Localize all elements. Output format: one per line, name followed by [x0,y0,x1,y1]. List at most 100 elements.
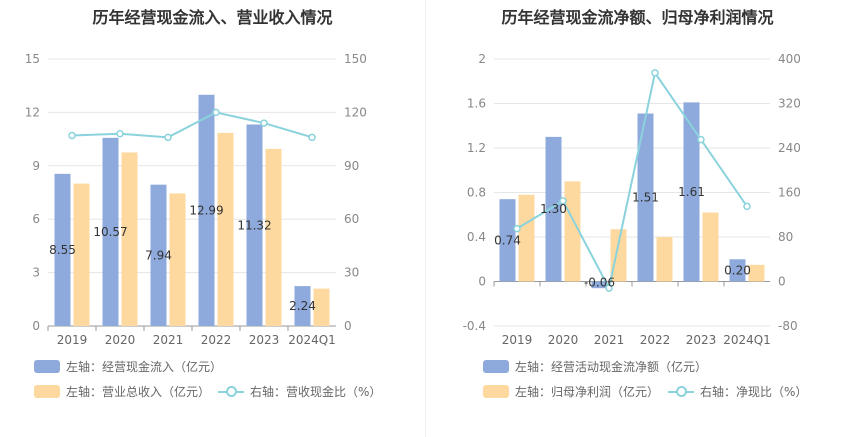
legend-left-item3[interactable]: 右轴：营收现金比（%） [218,383,381,400]
line-series [71,111,313,139]
legend-right-item1-label: 左轴：经营活动现金流净额（亿元） [515,360,708,374]
bar-data-label: 1.30 [540,202,567,216]
right-axis-tick-label: 150 [344,52,367,66]
legend-left-item2-label: 左轴：营业总收入（亿元） [66,385,211,399]
x-axis-category-label: 2020 [105,333,136,347]
line-point [68,131,76,140]
bar-series1 [545,136,562,282]
bar-series2 [564,181,581,282]
legend-left-item3-label: 右轴：营收现金比（%） [250,385,382,399]
x-axis-category-label: 2024Q1 [723,333,771,347]
right-chart-title: 历年经营现金流净额、归母净利润情况 [501,8,774,27]
legend-right-item2-label: 左轴：归母净利润（亿元） [515,385,660,399]
left-axis-tick-label: 12 [25,105,40,119]
x-axis-category-label: 2022 [640,333,671,347]
right-axis-tick-label: 400 [778,52,801,66]
left-axis-tick-label: 1.6 [467,97,486,111]
bar-series1 [294,286,311,326]
x-axis-category-label: 2023 [249,333,280,347]
bar-series1 [102,137,119,326]
bar-series2 [702,212,719,282]
x-axis-category-label: 2021 [594,333,625,347]
bar-data-label: 8.55 [49,243,76,257]
legend-right-item1[interactable]: 左轴：经营活动现金流净额（亿元） [483,358,707,375]
right-axis-tick-label: 60 [344,212,359,226]
left-axis-tick-label: 1.2 [467,141,486,155]
right-axis-tick-label: 80 [778,230,793,244]
panel-divider [425,0,426,437]
x-axis-category-label: 2022 [201,333,232,347]
legend-left-item1-label: 左轴：经营现金流入（亿元） [66,360,223,374]
left-axis-tick-label: 0.4 [467,230,486,244]
left-axis-tick-label: 3 [32,266,40,280]
bar-data-label: 7.94 [145,248,172,262]
line-series [516,70,748,292]
right-axis-tick-label: 160 [778,186,801,200]
bar-data-label: 1.61 [678,185,705,199]
right-axis-tick-label: 120 [344,105,367,119]
right-axis-tick-label: 240 [778,141,801,155]
left-axis-tick-label: 6 [32,212,40,226]
bar-data-label: 10.57 [93,225,127,239]
legend-line-swatch-icon [218,385,244,398]
legend-left-item2[interactable]: 左轴：营业总收入（亿元） [34,383,210,400]
bar-series2 [217,132,234,326]
bar-series1 [198,94,215,326]
right-axis-tick-label: -80 [778,319,798,333]
bar-series1 [54,173,71,326]
bar-data-label: 11.32 [237,218,271,232]
bar-series2 [73,183,90,326]
bar-data-label: 0.74 [494,233,521,247]
left-axis-tick-label: 0 [32,319,40,333]
bar-series1 [591,281,608,289]
bar-series2 [121,152,138,326]
left-chart-title: 历年经营现金流入、营业收入情况 [92,8,333,27]
bar-data-label: 0.20 [724,263,751,277]
legend-right-item2[interactable]: 左轴：归母净利润（亿元） [483,383,659,400]
line-point [164,133,172,142]
legend-left-item1[interactable]: 左轴：经营现金流入（亿元） [34,358,222,375]
line-point [513,224,521,233]
right-axis-tick-label: 0 [344,319,352,333]
left-axis-tick-label: 15 [25,52,40,66]
bar-series1 [637,113,654,282]
legend-bar-swatch-blue [483,360,509,373]
bar-series1 [150,184,167,326]
x-axis-category-label: 2021 [153,333,184,347]
line-point [651,69,659,77]
x-axis-category-label: 2024Q1 [288,333,336,347]
bar-data-label: 1.51 [632,191,659,205]
right-axis-tick-label: 90 [344,159,359,173]
right-axis-tick-label: 0 [778,275,786,289]
x-axis-category-label: 2019 [502,333,533,347]
line-point [116,130,124,138]
bar-series2 [748,264,765,282]
right-axis-tick-label: 320 [778,97,801,111]
bar-series1 [683,102,700,282]
line-point [308,133,316,142]
left-axis-tick-label: 2 [478,52,486,66]
bar-series1 [499,199,516,282]
legend-line-swatch-icon [668,385,694,398]
line-point [212,108,220,117]
left-axis-tick-label: 0 [478,275,486,289]
x-axis-category-label: 2019 [57,333,88,347]
left-axis-tick-label: -0.4 [463,319,486,333]
left-axis-tick-label: 0.8 [467,186,486,200]
line-point [605,284,613,292]
bar-series2 [656,237,673,282]
right-axis-tick-label: 30 [344,266,359,280]
bar-data-label: 12.99 [189,203,223,217]
x-axis-category-label: 2023 [686,333,717,347]
line-point [260,119,268,127]
x-axis-category-label: 2020 [548,333,579,347]
legend-right-item3-label: 右轴：净现比（%） [700,385,808,399]
line-point [743,202,751,211]
left-axis-tick-label: 9 [32,159,40,173]
bar-series2 [169,193,186,326]
line-point [697,135,705,144]
bar-series1 [729,259,746,282]
legend-right-item3[interactable]: 右轴：净现比（%） [668,383,807,400]
bar-series1 [246,124,263,326]
